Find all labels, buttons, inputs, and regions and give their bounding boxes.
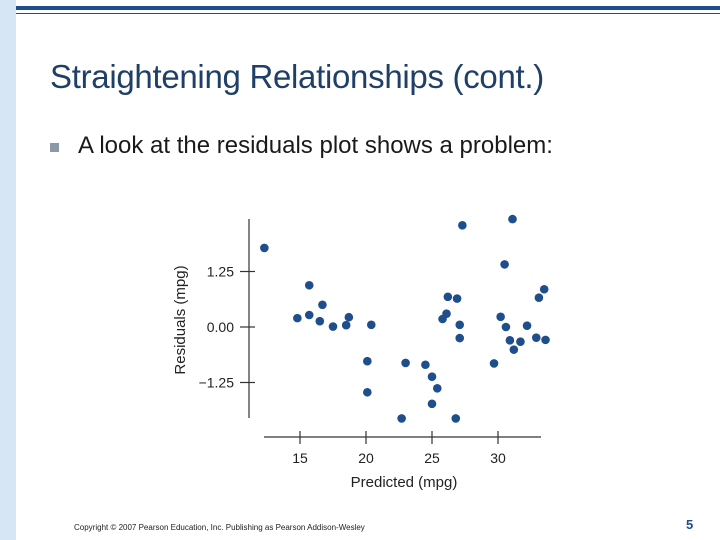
page-number: 5 [686,517,694,532]
x-tick-label: 15 [292,450,308,466]
data-point [293,313,302,323]
data-point [397,414,406,423]
data-point [509,345,519,354]
data-point [452,294,462,303]
data-point [534,293,544,302]
data-point [432,383,442,393]
data-point [508,214,517,224]
bullet-square-icon [50,143,59,152]
data-point [505,336,515,345]
y-tick-label: 1.25 [207,264,234,280]
data-points [260,214,550,423]
data-point [260,243,269,253]
data-point [531,333,541,342]
data-point [344,312,354,322]
copyright-text: Copyright © 2007 Pearson Education, Inc.… [74,523,365,532]
data-point [455,333,465,343]
data-point [458,221,467,230]
header-rule [16,6,720,10]
data-point [496,312,505,322]
data-point [304,310,314,320]
data-point [401,358,410,368]
slide-title: Straightening Relationships (cont.) [50,58,544,95]
data-point [501,322,511,332]
data-point [443,292,453,302]
x-ticks: 15 20 25 30 [292,431,506,466]
data-point [427,399,437,409]
data-point [489,359,499,368]
data-point [522,321,532,330]
x-axis-label: Predicted (mpg) [351,474,458,491]
data-point [304,280,314,290]
data-point [315,316,325,326]
header-rule-thin [16,13,720,14]
data-point [451,414,461,423]
y-axis-label: Residuals (mpg) [172,265,189,374]
data-point [421,360,430,370]
data-point [363,387,372,397]
data-point [318,300,327,310]
bullet-text: A look at the residuals plot shows a pro… [78,132,553,159]
data-point [539,284,549,294]
data-point [500,260,509,269]
y-ticks: 1.25 0.00 −1.25 [199,264,255,391]
x-tick-label: 25 [424,450,440,466]
data-point [442,309,451,318]
data-point [455,320,465,330]
y-tick-label: 0.00 [207,319,234,335]
x-tick-label: 30 [490,450,506,466]
data-point [366,320,376,330]
data-point [541,335,550,345]
x-tick-label: 20 [358,450,374,466]
y-tick-label: −1.25 [199,375,235,391]
data-point [363,356,372,366]
sidebar-band [0,0,16,540]
data-point [328,322,338,331]
data-point [516,337,525,346]
data-point [341,320,351,330]
data-point [427,372,437,382]
